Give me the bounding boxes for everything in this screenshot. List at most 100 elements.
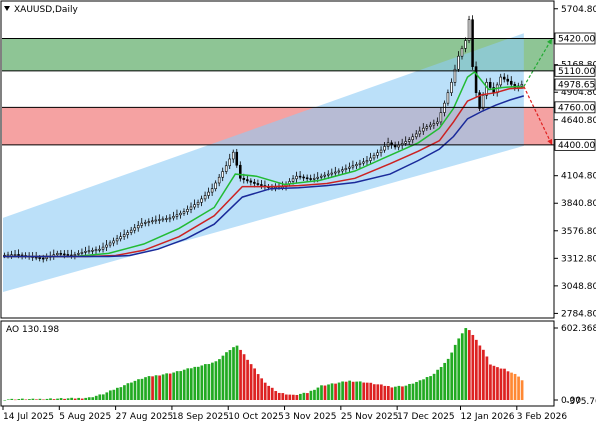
candle-body <box>112 240 115 244</box>
ao-bar <box>520 380 524 400</box>
ao-bar <box>415 381 418 400</box>
candle-body <box>404 141 407 144</box>
candle-body <box>362 161 365 164</box>
ao-bar <box>263 382 267 400</box>
ao-bar <box>42 399 45 401</box>
candle-body <box>376 152 379 156</box>
x-tick-label: 3 Feb 2026 <box>517 412 568 422</box>
candle-body <box>312 177 316 180</box>
candle-body <box>379 149 383 154</box>
ao-bar <box>119 387 123 400</box>
ao-bar <box>267 385 271 400</box>
candle-body <box>302 176 305 179</box>
candle-body <box>319 175 323 178</box>
ao-bar <box>70 397 73 400</box>
candle-body <box>172 216 175 219</box>
ao-bar <box>418 380 422 400</box>
candle-body <box>418 130 422 135</box>
price-channel <box>3 33 524 293</box>
ao-bar <box>10 398 14 400</box>
ao-bar <box>281 393 285 400</box>
price-level-labels: 5420.00 5110.00 4978.65 4760.00 4400.00 <box>2 32 596 151</box>
ao-bar <box>323 385 327 400</box>
candle-body <box>407 139 411 142</box>
ao-bar <box>45 398 49 400</box>
candle-body <box>122 234 126 238</box>
ao-bar <box>369 382 373 400</box>
ao-bar <box>478 345 482 400</box>
ao-bar <box>140 378 144 400</box>
candle-body <box>510 80 513 85</box>
x-tick-label: 17 Dec 2025 <box>397 412 455 422</box>
x-tick-label: 12 Jan 2026 <box>461 412 515 422</box>
candle-body <box>432 123 436 126</box>
moving-average-line-0 <box>3 70 524 258</box>
candle-body <box>471 19 474 67</box>
ao-indicator-label: AO 130.198 <box>6 325 59 335</box>
candle-body <box>520 84 524 87</box>
ao-bar <box>158 375 161 400</box>
ao-bar <box>327 384 330 400</box>
ao-layer: 602.368 0.00-375.764 <box>3 324 596 407</box>
ao-bar <box>277 392 281 400</box>
ao-bar <box>394 386 397 400</box>
candle-body <box>443 102 446 113</box>
ao-bar <box>98 394 102 400</box>
candle-body <box>140 222 144 226</box>
candle-body <box>13 254 17 256</box>
ao-bar <box>439 367 443 400</box>
candle-body <box>309 178 312 180</box>
price-level-box <box>554 64 596 77</box>
ao-bar <box>436 369 439 400</box>
ao-bar <box>256 374 260 400</box>
ao-bar <box>168 373 172 400</box>
y-tick-label: 3840.80 <box>561 199 596 209</box>
y-tick-label: 3048.80 <box>561 282 596 292</box>
ao-bar <box>151 376 154 400</box>
ao-bar <box>108 390 112 400</box>
ao-bar <box>351 381 355 400</box>
ao-bar <box>203 364 207 400</box>
ao-bar <box>284 394 288 400</box>
y-tick-label: 3576.80 <box>561 227 596 237</box>
candle-body <box>506 78 510 82</box>
candle-body <box>474 66 478 94</box>
candle-body <box>460 48 464 57</box>
ao-bar <box>73 398 77 400</box>
candle-body <box>158 219 161 221</box>
candle-body <box>425 126 429 129</box>
candle-body <box>502 76 506 80</box>
candle-body <box>316 176 319 179</box>
candle-body <box>330 172 334 175</box>
candle-body <box>87 250 91 253</box>
candle-body <box>295 175 298 180</box>
candle-body <box>488 81 492 88</box>
candle-body <box>151 220 154 223</box>
ao-bar <box>464 328 468 400</box>
moving-averages-layer <box>3 70 525 258</box>
candle-body <box>253 181 256 184</box>
ao-bar <box>200 365 204 400</box>
candle-body <box>450 81 453 94</box>
ao-bar <box>225 352 228 400</box>
candle-body <box>348 166 351 169</box>
ao-bar <box>38 398 42 400</box>
x-tick-label: 10 Oct 2025 <box>228 412 284 422</box>
ao-bar <box>144 377 147 400</box>
candle-body <box>119 236 122 240</box>
ao-bar <box>316 387 320 400</box>
ao-bar <box>432 373 436 400</box>
price-level-box <box>554 101 596 114</box>
candle-body <box>94 249 98 252</box>
candle-body <box>45 257 48 259</box>
x-tick-label: 27 Aug 2025 <box>116 412 174 422</box>
ao-bar <box>443 362 447 400</box>
ao-bar <box>355 381 359 400</box>
candle-body <box>186 209 189 212</box>
ao-bar <box>320 385 323 400</box>
forecast-arrow-line-1 <box>523 86 553 146</box>
ao-bar <box>154 375 158 400</box>
candle-body <box>429 124 432 127</box>
price-level-label: 4978.65 <box>558 81 595 91</box>
